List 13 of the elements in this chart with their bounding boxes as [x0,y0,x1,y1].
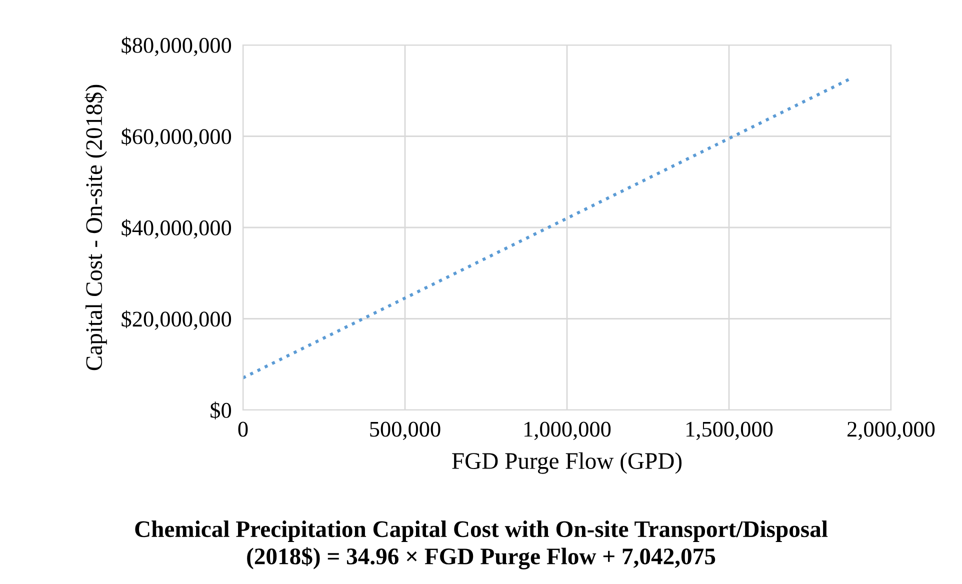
text: Chemical Precipitation Capital Cost with On-site Transport/Disposal (2018$) = 34.96 × FGD Purge Flow + 7,042,075 [135,520,828,570]
y-tick-label: $0 [210,402,232,420]
y-tick-label: $60,000,000 [122,128,232,148]
x-axis-title: FGD Purge Flow (GPD) [452,452,682,474]
x-tick-label: 1,500,000 [686,422,773,440]
y-tick-label: $40,000,000 [122,219,232,239]
y-tick-label: $80,000,000 [122,36,232,56]
x-tick-label: 500,000 [370,422,440,440]
x-tick-label: 2,000,000 [848,422,935,440]
x-tick-label: 0 [238,422,248,437]
y-tick-label: $20,000,000 [122,310,232,330]
x-tick-label: 1,000,000 [524,422,611,440]
y-axis-title: Capital Cost - On-site (2018$) [84,84,107,370]
